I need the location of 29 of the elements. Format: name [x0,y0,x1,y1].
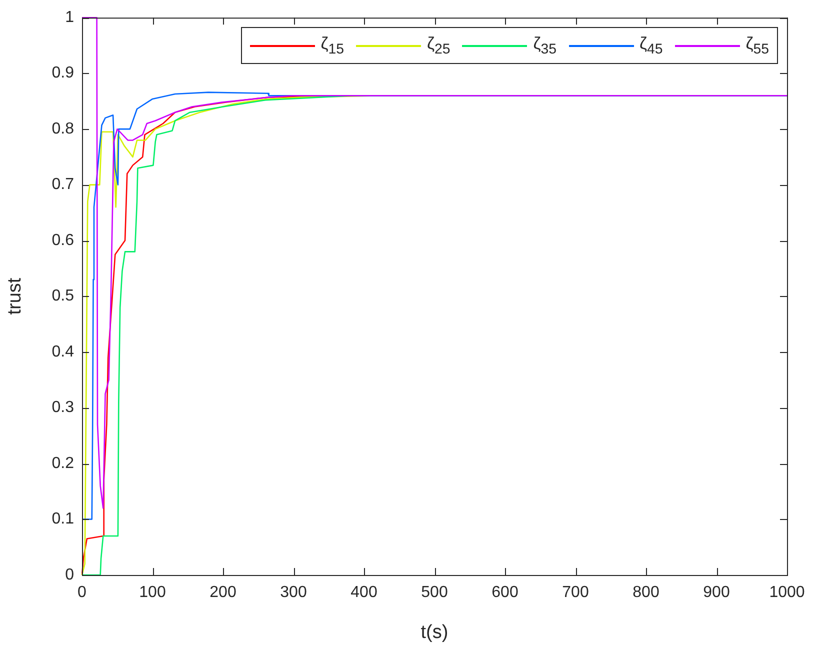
y-tick-label: 0 [65,566,74,584]
x-tick-label: 400 [350,584,378,602]
y-tick-label: 0.1 [52,510,74,528]
x-tick-label: 900 [703,584,730,602]
y-tick-label: 0.3 [52,399,74,416]
legend-label: ζ$_{55}$ [746,34,769,58]
y-tick-label: 0.9 [52,64,74,82]
y-tick-label: 0.2 [52,454,74,472]
x-tick-label: 800 [632,584,660,602]
legend-label: ζ$_{15}$ [320,34,344,58]
legend-label: ζ$_{45}$ [640,34,663,58]
legend-label: ζ$_{25}$ [427,34,450,58]
y-tick-label: 1 [65,9,74,26]
y-tick-label: 0.4 [52,343,74,360]
y-tick-label: 0.6 [52,232,74,249]
x-tick-label: 200 [210,584,236,602]
x-tick-label: 600 [492,584,518,602]
x-tick-label: 1000 [769,584,805,602]
x-tick-label: 500 [421,584,448,602]
x-tick-label: 300 [280,584,307,602]
legend-label: ζ$_{35}$ [533,34,556,58]
y-tick-label: 0.8 [52,120,74,138]
x-tick-label: 700 [562,584,589,602]
x-tick-label: 100 [139,584,166,602]
y-tick-label: 0.5 [52,288,74,305]
y-axis-title: trust [4,277,26,315]
x-tick-label: 0 [78,584,87,602]
x-axis-title: t(s) [420,622,448,643]
y-tick-label: 0.7 [52,176,74,194]
